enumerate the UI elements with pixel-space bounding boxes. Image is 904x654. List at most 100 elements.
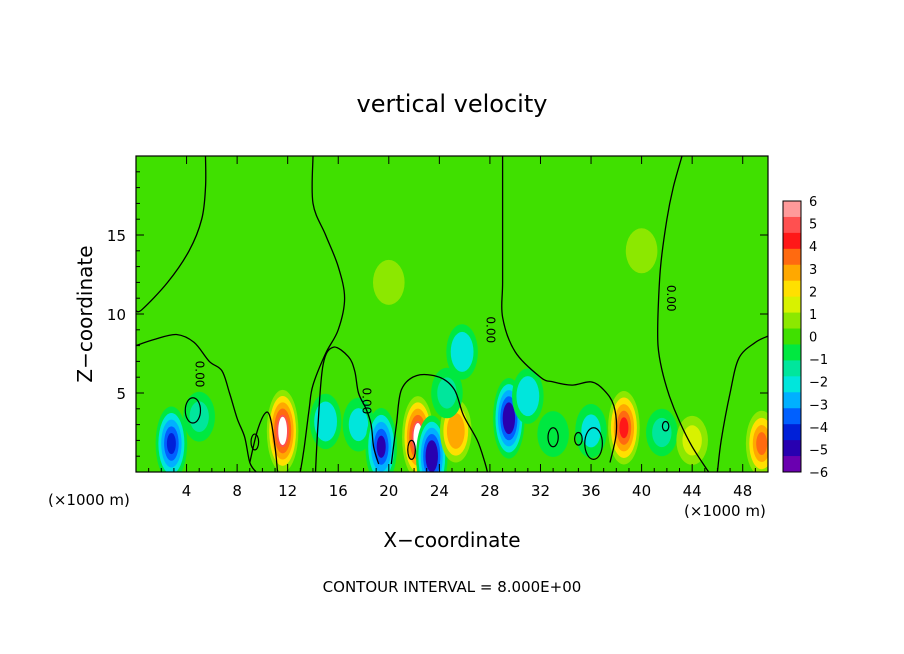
y-tick-label: 15 [107, 227, 126, 245]
colorbar-label: 0 [809, 331, 817, 346]
velocity-level [427, 446, 436, 467]
contour-loop [250, 433, 260, 451]
colorbar-label: −4 [809, 421, 828, 436]
velocity-cell [415, 415, 448, 472]
y-axis-label: Z−coordinate [73, 245, 97, 382]
y-tick-label: 10 [107, 306, 126, 324]
zero-contours [136, 156, 768, 472]
colorbar-label: −1 [809, 353, 828, 368]
contour-loop [184, 397, 202, 424]
colorbar-label: −6 [809, 466, 828, 481]
x-tick-label: 48 [733, 482, 752, 500]
velocity-cell [646, 408, 678, 457]
y-axis: 5 10 15 [107, 171, 768, 457]
contour-loop [547, 427, 559, 448]
colorbar-swatch [783, 248, 801, 266]
velocity-cell [625, 228, 658, 274]
contour-loop [584, 427, 603, 460]
colorbar-swatch [783, 312, 801, 330]
contour-label: 0.00 [483, 316, 497, 343]
colorbar-label: 3 [809, 263, 817, 278]
contour-loop [574, 431, 583, 446]
colorbar-label: −3 [809, 398, 828, 413]
colorbar-swatch [783, 264, 801, 282]
x-axis-label: X−coordinate [383, 528, 520, 552]
x-tick-label: 20 [379, 482, 398, 500]
colorbar-swatch [783, 344, 801, 361]
colorbar-label: 5 [809, 218, 817, 233]
colorbar-frame [782, 200, 802, 473]
velocity-level [373, 259, 405, 305]
chart-title: vertical velocity [357, 90, 548, 118]
colorbar-label: 2 [809, 285, 817, 300]
velocity-level [348, 408, 369, 442]
velocity-level [520, 383, 535, 409]
contour-line [501, 156, 618, 463]
colorbar-label: 6 [809, 195, 817, 210]
x-tick-label: 24 [430, 482, 449, 500]
contour-loop [407, 439, 416, 460]
x-tick-label: 8 [232, 482, 242, 500]
colorbar-swatch [783, 280, 801, 298]
contour-loop [661, 420, 670, 432]
x-tick-label: 36 [581, 482, 600, 500]
contour-label: 0.00 [193, 361, 207, 388]
velocity-level [318, 409, 333, 434]
velocity-level [455, 339, 470, 365]
colorbar-label: 4 [809, 240, 817, 255]
x-tick-label: 16 [329, 482, 348, 500]
contour-interval-footer: CONTOUR INTERVAL = 8.000E+00 [323, 578, 582, 596]
x-tick-label: 32 [531, 482, 550, 500]
contour-line [716, 335, 768, 472]
velocity-level [652, 417, 672, 448]
x-axis: 4 8 12 16 20 24 28 32 36 40 44 48 [148, 156, 756, 500]
x-unit-right: (×1000 m) [684, 502, 766, 520]
colorbar-label: −2 [809, 376, 828, 391]
colorbar: 6 5 4 3 2 1 0 −1 −2 −3 −4 −5 −6 [782, 195, 828, 481]
plot-area: 0.00 0.00 0.00 0.00 [135, 155, 769, 473]
contour-line [656, 156, 710, 472]
velocity-level [166, 432, 176, 455]
velocity-core [278, 416, 288, 446]
velocity-cell [512, 368, 544, 424]
contour-line [390, 373, 489, 472]
colorbar-swatch [783, 360, 801, 377]
velocity-field [155, 228, 768, 472]
colorbar-label: 1 [809, 308, 817, 323]
velocity-cell [446, 324, 478, 380]
velocity-level [450, 419, 462, 442]
x-tick-label: 40 [632, 482, 651, 500]
colorbar-label: −5 [809, 443, 828, 458]
x-tick-label: 4 [182, 482, 192, 500]
colorbar-swatch [783, 296, 801, 314]
velocity-cell [608, 391, 640, 465]
x-tick-label: 44 [683, 482, 702, 500]
colorbar-swatch [783, 216, 801, 234]
x-tick-label: 28 [480, 482, 499, 500]
velocity-level [625, 228, 658, 274]
contour-label: 0.00 [664, 285, 678, 312]
contour-line [314, 346, 380, 472]
x-tick-label: 12 [278, 482, 297, 500]
colorbar-swatch [783, 328, 801, 345]
contour-label: 0.00 [360, 388, 374, 415]
colorbar-swatch [783, 456, 801, 473]
velocity-cell [266, 389, 299, 472]
colorbar-swatch [783, 201, 801, 218]
colorbar-swatch [783, 424, 801, 441]
colorbar-swatch [783, 392, 801, 409]
velocity-level [537, 411, 569, 457]
y-tick-label: 5 [116, 385, 126, 403]
x-unit-left: (×1000 m) [48, 491, 130, 509]
contour-line [249, 411, 279, 472]
velocity-cell [365, 408, 398, 472]
velocity-cell [676, 415, 708, 465]
velocity-cell [575, 404, 607, 458]
colorbar-swatch [783, 376, 801, 393]
velocity-level [619, 417, 629, 439]
velocity-cell [373, 259, 405, 305]
velocity-level [581, 414, 601, 448]
velocity-cell [745, 410, 768, 472]
colorbar-swatch [783, 232, 801, 250]
